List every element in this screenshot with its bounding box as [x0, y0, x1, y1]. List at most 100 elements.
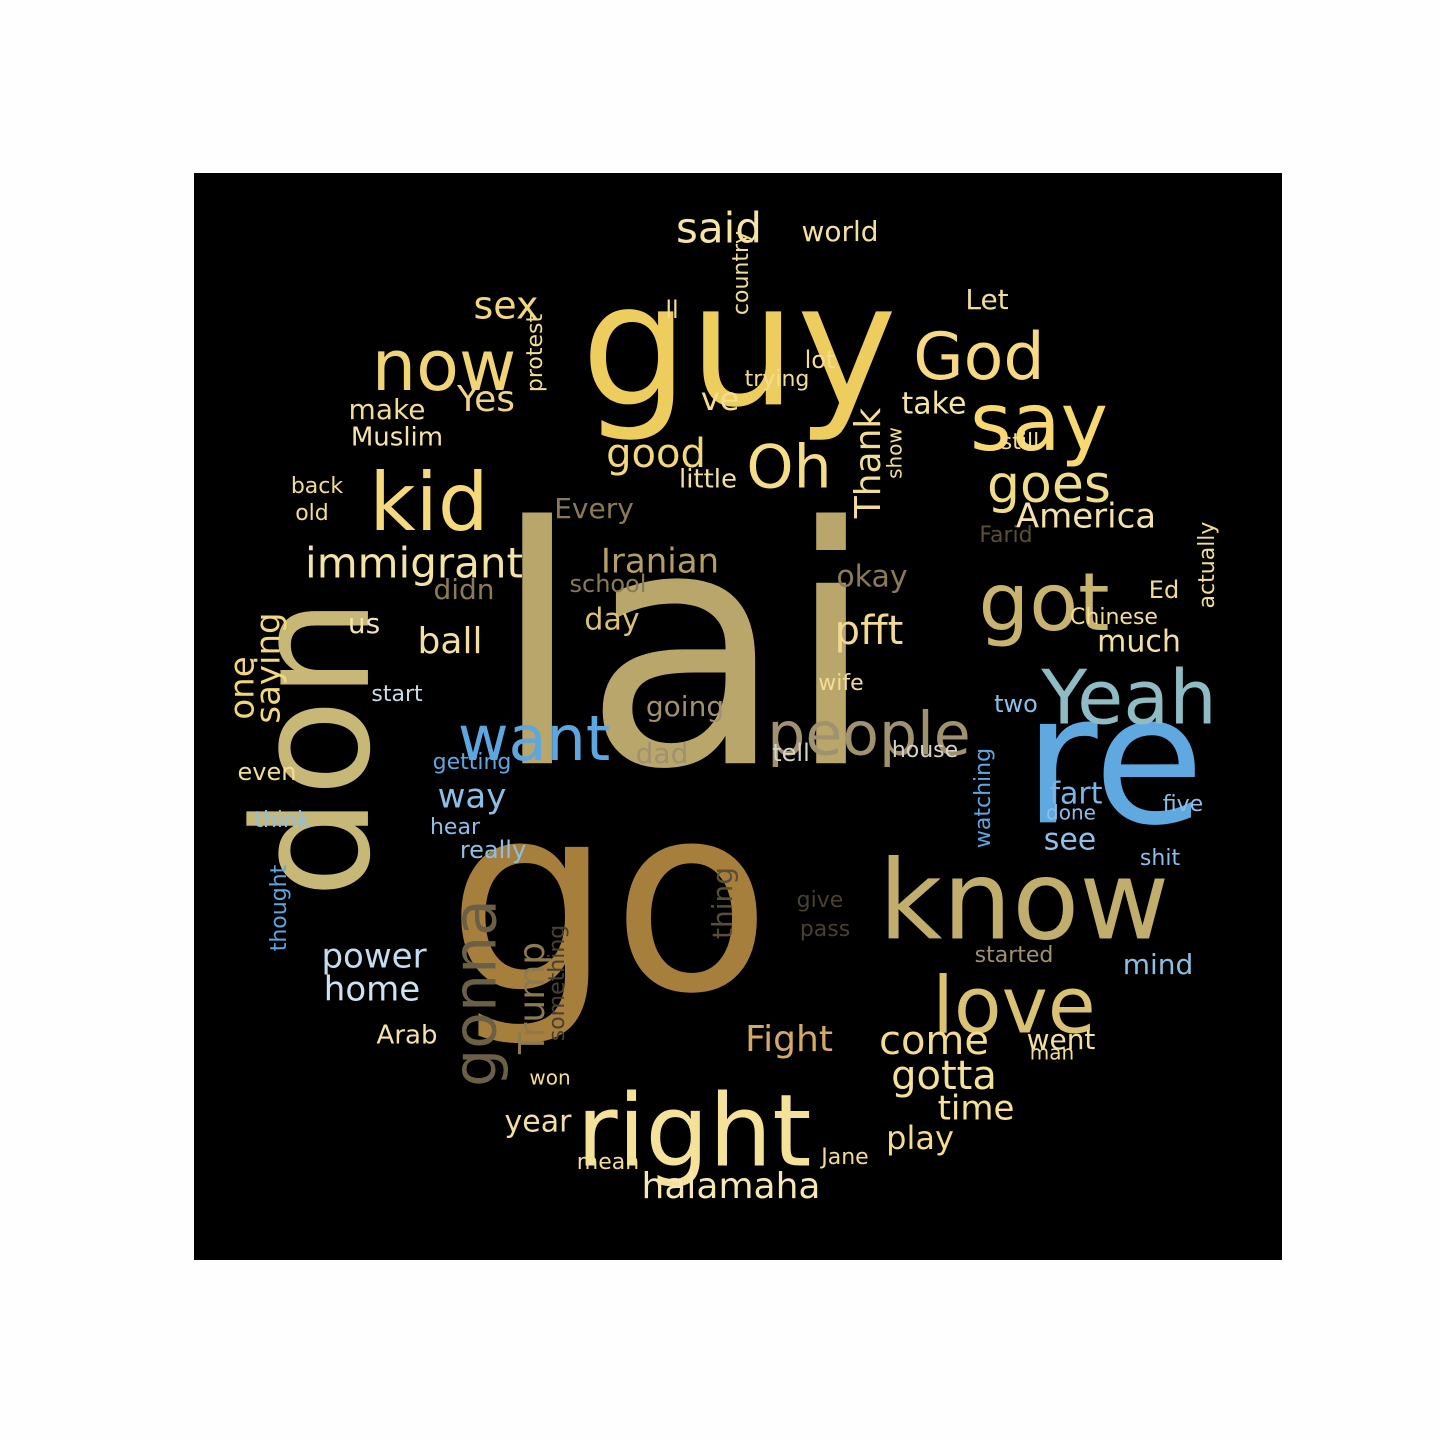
- cloud-word-yeah: Yeah: [1040, 654, 1217, 742]
- cloud-word-wife: wife: [818, 671, 863, 696]
- cloud-word-america: America: [1016, 497, 1156, 537]
- cloud-word-thought: thought: [267, 864, 292, 951]
- cloud-word-shit: shit: [1140, 846, 1181, 871]
- cloud-word-make: make: [349, 393, 426, 426]
- cloud-word-give: give: [797, 888, 844, 913]
- cloud-word-now: now: [372, 325, 516, 407]
- cloud-word-take: take: [902, 387, 967, 422]
- cloud-word-trump: Trump: [512, 942, 553, 1055]
- cloud-word-watching: watching: [971, 748, 996, 848]
- cloud-word-way: way: [438, 777, 507, 817]
- cloud-word-home: home: [324, 970, 420, 1010]
- cloud-word-started: started: [975, 943, 1054, 968]
- cloud-word-don: don: [219, 598, 406, 899]
- cloud-word-okay: okay: [836, 560, 907, 595]
- cloud-word-country: country: [729, 231, 754, 315]
- cloud-word-school: school: [570, 570, 647, 598]
- cloud-word-god: God: [913, 320, 1044, 395]
- cloud-word-see: see: [1044, 823, 1097, 858]
- cloud-word-won: won: [529, 1066, 570, 1090]
- cloud-word-arab: Arab: [377, 1021, 438, 1051]
- cloud-word-say: say: [970, 376, 1108, 469]
- cloud-word-kid: kid: [369, 456, 488, 549]
- cloud-word-lot: lot: [805, 346, 836, 374]
- cloud-word-day: day: [584, 603, 639, 638]
- cloud-word-chinese: Chinese: [1070, 605, 1158, 630]
- cloud-word-ed: Ed: [1149, 576, 1179, 604]
- cloud-word-lai: lai: [491, 457, 877, 841]
- cloud-word-tell: tell: [772, 739, 810, 767]
- cloud-word-actually: actually: [1195, 522, 1220, 609]
- cloud-word-didn: didn: [433, 573, 494, 606]
- cloud-word-five: five: [1163, 792, 1203, 817]
- cloud-word-something: something: [545, 925, 570, 1041]
- cloud-word-right: right: [577, 1072, 812, 1189]
- cloud-word-said: said: [676, 204, 762, 253]
- cloud-word-guy: guy: [581, 247, 897, 445]
- cloud-word-gonna: gonna: [441, 899, 511, 1087]
- cloud-word-going: going: [646, 690, 724, 723]
- cloud-word-good: good: [606, 431, 706, 477]
- cloud-word-still: still: [1001, 430, 1039, 455]
- cloud-word-little: little: [679, 465, 737, 495]
- cloud-word-old: old: [295, 501, 329, 526]
- cloud-word-halamaha: halamaha: [642, 1166, 821, 1207]
- cloud-word-pfft: pfft: [835, 608, 904, 654]
- cloud-word-thing: thing: [706, 867, 739, 939]
- cloud-word-start: start: [371, 682, 423, 707]
- cloud-word-power: power: [321, 937, 426, 977]
- cloud-word-thank: Thank: [848, 408, 889, 520]
- word-cloud: lai go guy don re know right kid now say God Yeah go…: [194, 173, 1282, 1260]
- cloud-word-think: think: [254, 808, 310, 833]
- cloud-word-us: us: [348, 607, 380, 640]
- cloud-word-two: two: [994, 690, 1038, 718]
- cloud-word-people: people: [767, 700, 970, 770]
- cloud-word-immigrant: immigrant: [305, 539, 523, 588]
- cloud-word-dad: dad: [636, 737, 689, 770]
- cloud-word-know: know: [879, 836, 1170, 964]
- cloud-word-man: man: [1030, 1041, 1074, 1065]
- cloud-word-really: really: [460, 836, 526, 864]
- cloud-word-mind: mind: [1123, 948, 1194, 981]
- cloud-word-protest: protest: [523, 314, 548, 393]
- cloud-word-fight: Fight: [745, 1019, 833, 1060]
- cloud-word-let: Let: [965, 283, 1008, 316]
- cloud-word-fart: fart: [1049, 777, 1102, 812]
- cloud-word-done: done: [1046, 801, 1096, 825]
- cloud-word-want: want: [458, 702, 610, 775]
- cloud-word-re: re: [1024, 656, 1205, 865]
- cloud-word-ll: ll: [665, 296, 678, 324]
- cloud-word-love: love: [932, 961, 1096, 1051]
- cloud-word-yes: Yes: [456, 379, 515, 420]
- cloud-word-getting: getting: [433, 750, 512, 775]
- cloud-word-go: go: [447, 749, 771, 1051]
- cloud-word-play: play: [886, 1119, 954, 1157]
- cloud-word-sex: sex: [474, 284, 539, 328]
- cloud-word-ball: ball: [418, 621, 483, 662]
- cloud-word-gotta: gotta: [891, 1053, 997, 1099]
- cloud-word-hear: hear: [430, 815, 481, 840]
- cloud-word-house: house: [892, 738, 958, 763]
- cloud-word-got: got: [978, 556, 1109, 649]
- cloud-word-jane: Jane: [819, 1145, 868, 1170]
- cloud-word-even: even: [238, 758, 297, 786]
- cloud-word-time: time: [938, 1089, 1015, 1129]
- cloud-word-trying: trying: [745, 367, 810, 392]
- cloud-word-muslim: Muslim: [351, 423, 443, 453]
- cloud-word-pass: pass: [800, 917, 850, 942]
- cloud-word-every: Every: [554, 492, 634, 525]
- cloud-word-mean: mean: [577, 1150, 639, 1175]
- cloud-word-one: one: [223, 656, 263, 719]
- cloud-word-come: come: [879, 1018, 989, 1064]
- cloud-word-farid: Farid: [979, 523, 1032, 548]
- cloud-word-iranian: Iranian: [601, 542, 719, 582]
- cloud-word-back: back: [291, 474, 344, 499]
- cloud-word-year: year: [505, 1105, 573, 1140]
- cloud-word-goes: goes: [987, 455, 1111, 515]
- cloud-word-went: went: [1027, 1023, 1096, 1056]
- cloud-word-oh: Oh: [746, 433, 831, 503]
- cloud-word-much: much: [1097, 625, 1181, 660]
- cloud-word-show: show: [883, 427, 907, 479]
- cloud-word-world: world: [801, 215, 878, 248]
